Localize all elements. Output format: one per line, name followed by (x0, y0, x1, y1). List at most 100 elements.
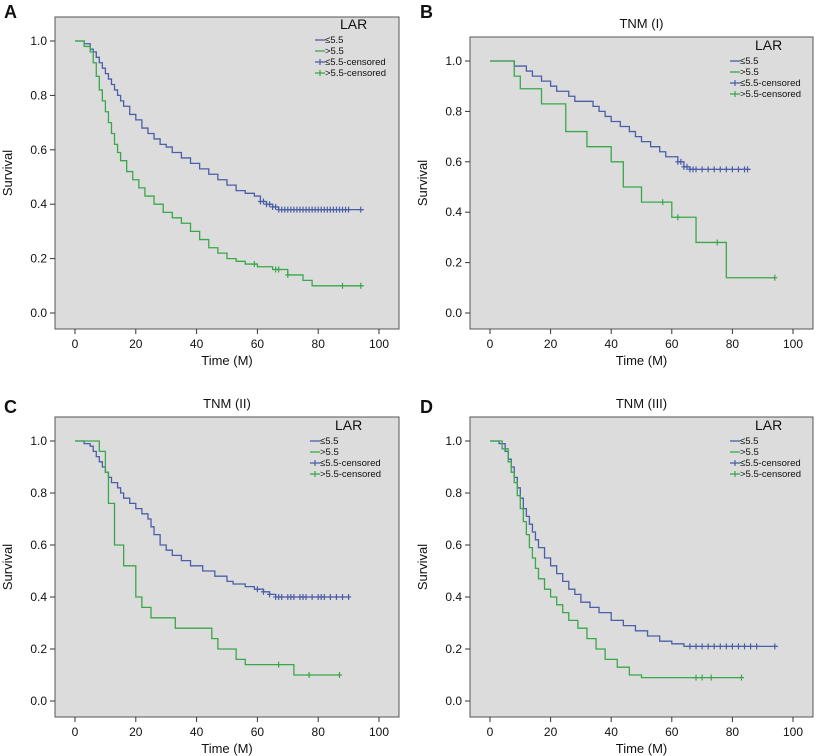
y-tick-label: 0.0 (30, 306, 47, 320)
x-axis-label: Time (M) (201, 353, 253, 368)
censor-mark (748, 643, 754, 650)
censor-mark (254, 586, 260, 593)
censor-mark (340, 594, 346, 600)
censor-mark (260, 198, 266, 205)
x-tick-label: 0 (487, 725, 494, 739)
y-tick-label: 1.0 (445, 434, 462, 448)
y-tick-label: 0.0 (445, 306, 462, 320)
y-tick-label: 1.0 (445, 54, 462, 68)
censor-mark (687, 643, 693, 650)
legend-swatch (310, 471, 320, 477)
censor-mark (276, 661, 282, 668)
panel-c: C TNM (II) 0 20 40 60 80 100 0.0 0.2 0.4 0.6 0.8 1.0 T… (0, 396, 400, 756)
censor-mark (291, 594, 297, 600)
censor-mark (660, 199, 666, 206)
censor-mark (321, 594, 327, 600)
x-tick-label: 80 (726, 337, 740, 351)
y-axis-label: Survival (0, 150, 15, 196)
legend-swatch (730, 91, 740, 97)
plot-area (469, 416, 814, 718)
censor-mark (358, 206, 364, 213)
x-tick-label: 100 (369, 337, 389, 351)
y-tick-label: 0.2 (30, 642, 47, 656)
censor-mark (309, 594, 315, 600)
panel-label: A (4, 2, 17, 22)
x-tick-label: 60 (665, 337, 679, 351)
y-axis-label: Survival (415, 160, 430, 206)
censor-mark (754, 643, 760, 650)
legend-entry: ≤5.5 (325, 35, 343, 46)
censor-mark (285, 271, 291, 278)
censor-mark (346, 206, 352, 213)
censor-mark (306, 672, 312, 678)
y-axis-label: Survival (415, 544, 430, 590)
y-tick-label: 0.4 (445, 590, 462, 604)
x-tick-label: 20 (129, 725, 143, 739)
legend-entry: ≤5.5 (740, 56, 758, 67)
y-tick-label: 0.4 (30, 197, 47, 211)
series-line-high-lar (490, 60, 775, 279)
x-tick-label: 40 (190, 337, 204, 351)
y-tick-label: 0.4 (30, 590, 47, 604)
censor-mark (699, 643, 705, 650)
censor-mark (742, 643, 748, 650)
legend-swatch (315, 59, 325, 65)
censor-mark (684, 163, 690, 170)
legend-entry: >5.5-censored (740, 469, 801, 480)
y-tick-label: 1.0 (30, 434, 47, 448)
y-tick-label: 0.2 (30, 252, 47, 266)
legend: LAR ≤5.5>5.5≤5.5-censored>5.5-censored (730, 37, 801, 100)
y-tick-label: 0.8 (30, 486, 47, 500)
legend-swatch (730, 471, 740, 477)
legend-swatch (730, 460, 740, 466)
legend-entry: >5.5 (325, 46, 344, 57)
legend: LAR ≤5.5>5.5≤5.5-censored>5.5-censored (730, 417, 801, 480)
censor-mark (340, 282, 346, 289)
censor-mark (346, 594, 352, 600)
censor-mark (735, 166, 741, 173)
panel-a: A 0 20 40 60 80 100 0.0 0.2 0.4 0.6 0.8 1.0 Time (M) S… (0, 2, 400, 368)
y-tick-label: 0.8 (445, 104, 462, 118)
censor-mark (711, 643, 717, 650)
censor-mark (693, 166, 699, 173)
x-tick-label: 0 (72, 725, 79, 739)
plot-area (54, 416, 400, 718)
plot-area (54, 16, 400, 330)
censor-mark (729, 643, 735, 650)
censor-mark (699, 166, 705, 173)
censor-mark (273, 203, 279, 210)
censor-mark (772, 274, 778, 281)
x-tick-label: 40 (605, 337, 619, 351)
x-tick-label: 0 (72, 337, 79, 351)
x-axis-label: Time (M) (616, 741, 668, 756)
x-tick-label: 60 (251, 337, 265, 351)
censor-mark (705, 166, 711, 173)
censor-mark (717, 643, 723, 650)
y-tick-label: 0.2 (445, 256, 462, 270)
censor-mark (708, 674, 714, 681)
panel-title: TNM (II) (203, 396, 251, 411)
censor-mark (714, 239, 720, 246)
x-tick-label: 100 (783, 337, 803, 351)
y-tick-label: 0.8 (445, 486, 462, 500)
legend-title: LAR (755, 417, 782, 433)
x-tick-label: 20 (544, 337, 558, 351)
censor-mark (358, 282, 364, 289)
legend-swatch (730, 80, 740, 86)
y-tick-label: 0.6 (30, 143, 47, 157)
censor-mark (251, 261, 257, 268)
x-tick-label: 80 (312, 725, 326, 739)
plot-area (469, 36, 814, 330)
panel-b: B TNM (I) 0 20 40 60 80 100 0.0 0.2 0.4 0.6 0.8 1.0 Ti… (415, 2, 814, 368)
legend-entry: >5.5 (740, 67, 759, 78)
legend-entry: ≤5.5 (320, 436, 338, 447)
legend: LAR ≤5.5>5.5≤5.5-censored>5.5-censored (315, 16, 386, 79)
legend-entry: ≤5.5-censored (320, 458, 381, 469)
x-tick-label: 80 (312, 337, 326, 351)
censor-mark (333, 594, 339, 600)
panel-title: TNM (III) (616, 396, 667, 411)
censor-mark (735, 643, 741, 650)
x-tick-label: 100 (783, 725, 803, 739)
y-tick-label: 0.0 (445, 694, 462, 708)
